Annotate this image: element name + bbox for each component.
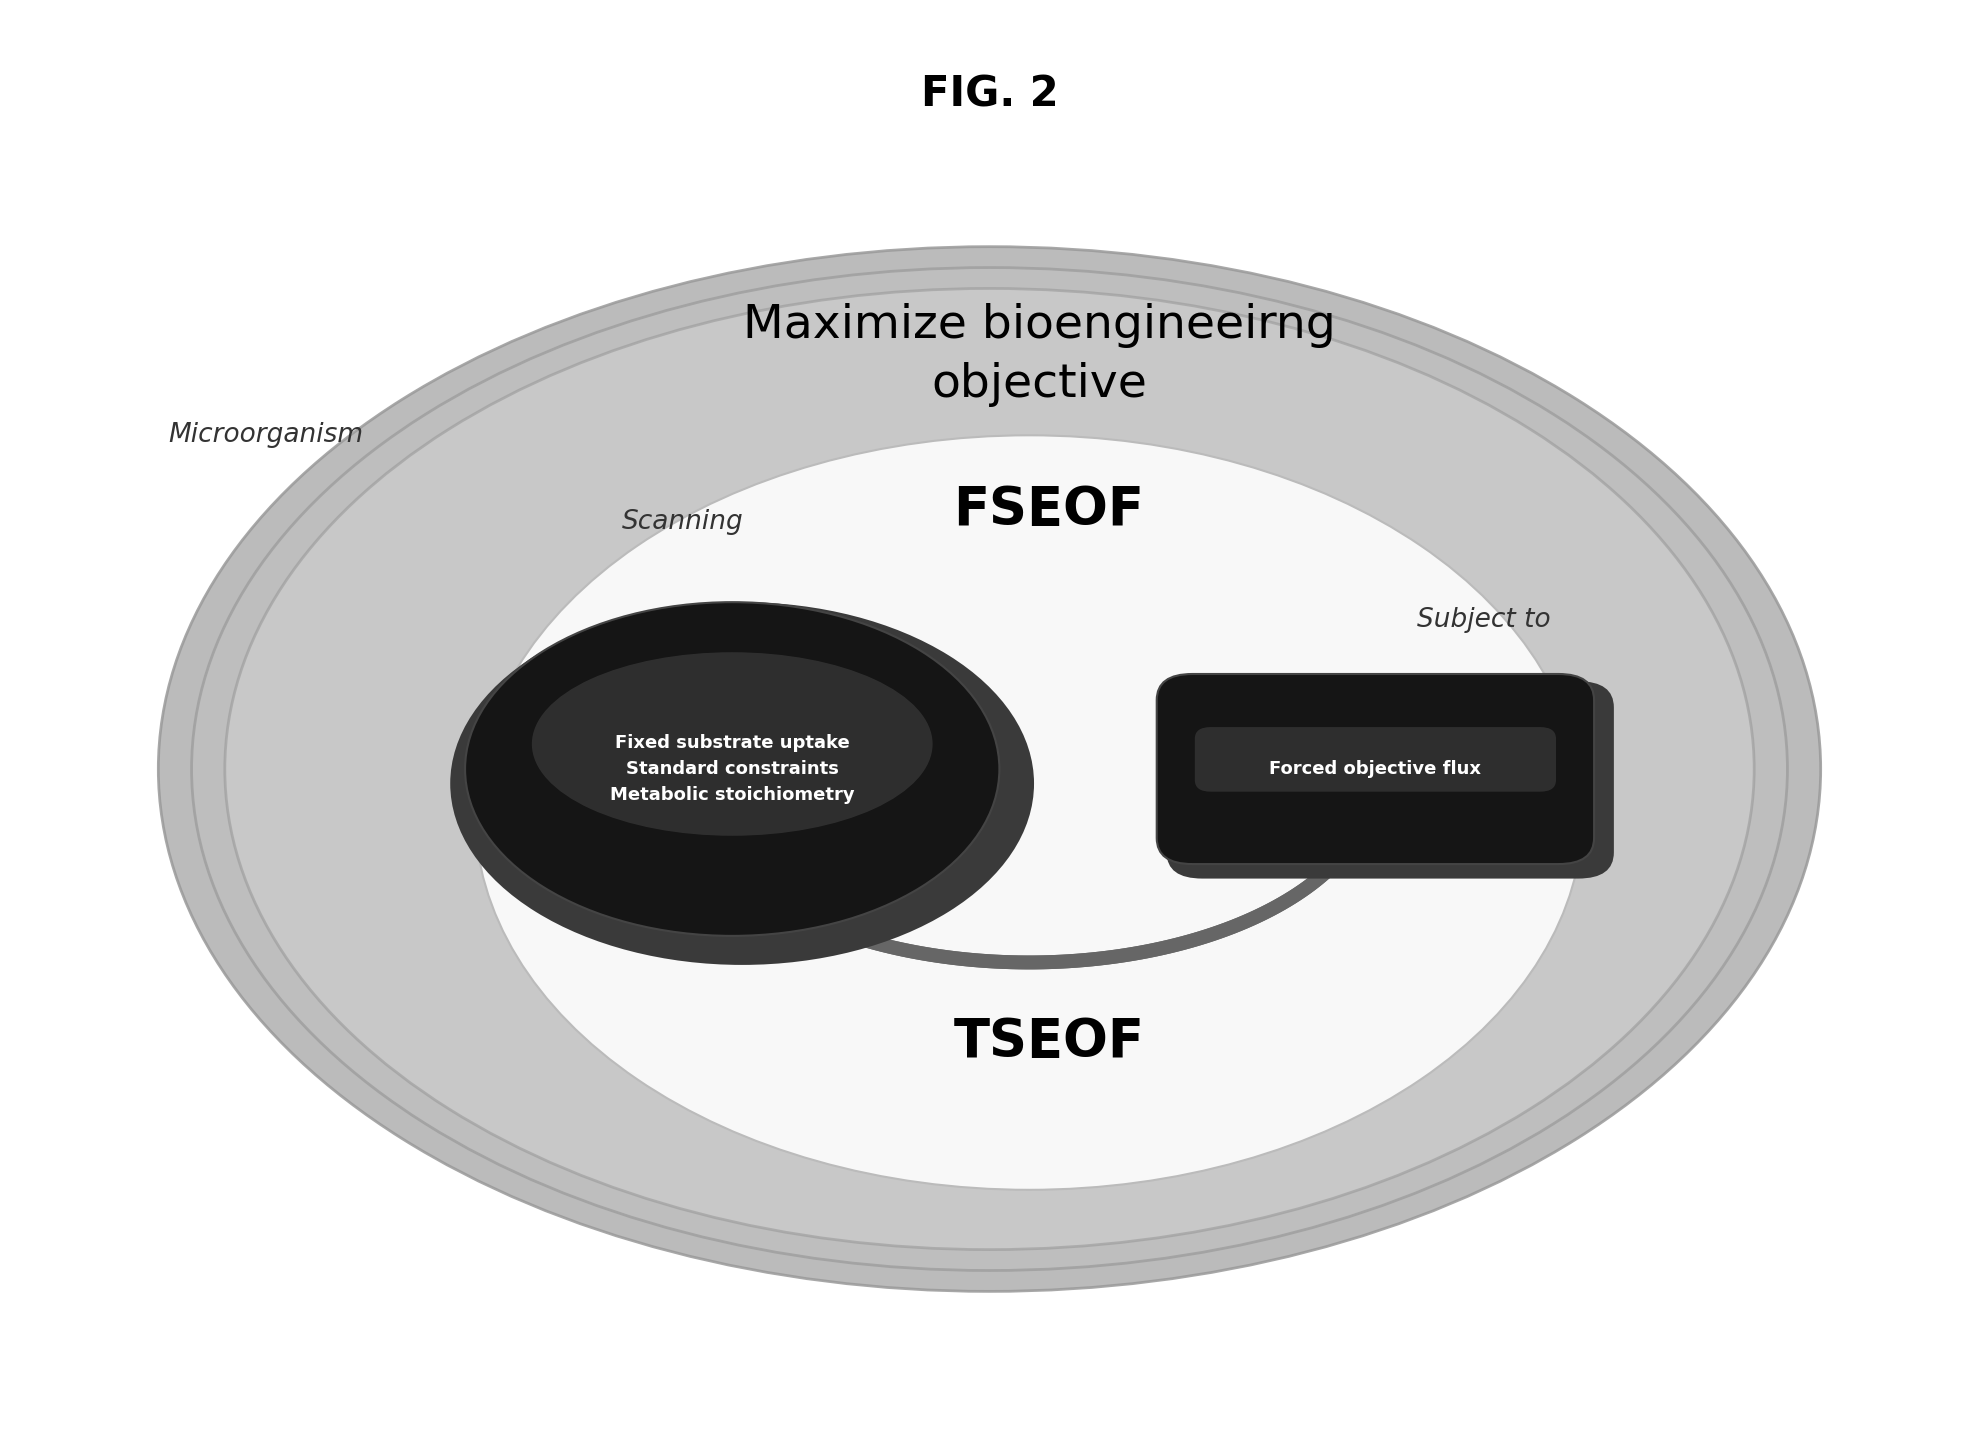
FancyBboxPatch shape [1156, 673, 1593, 865]
Ellipse shape [449, 602, 1035, 965]
Text: Subject to: Subject to [1417, 608, 1552, 633]
FancyBboxPatch shape [1166, 682, 1615, 879]
Ellipse shape [475, 435, 1583, 1190]
Ellipse shape [158, 247, 1821, 1291]
Text: Maximize bioengineeirng
objective: Maximize bioengineeirng objective [742, 303, 1336, 408]
Text: FIG. 2: FIG. 2 [920, 74, 1059, 115]
Text: FSEOF: FSEOF [954, 485, 1144, 537]
Text: Forced objective flux: Forced objective flux [1269, 760, 1482, 778]
Text: Microorganism: Microorganism [168, 422, 364, 448]
FancyBboxPatch shape [1195, 727, 1555, 792]
Text: TSEOF: TSEOF [954, 1016, 1144, 1068]
Ellipse shape [226, 289, 1753, 1249]
Ellipse shape [192, 267, 1787, 1271]
Ellipse shape [465, 602, 999, 936]
Text: Scanning: Scanning [621, 509, 744, 535]
Text: Fixed substrate uptake
Standard constraints
Metabolic stoichiometry: Fixed substrate uptake Standard constrai… [610, 734, 855, 804]
Ellipse shape [532, 653, 932, 836]
